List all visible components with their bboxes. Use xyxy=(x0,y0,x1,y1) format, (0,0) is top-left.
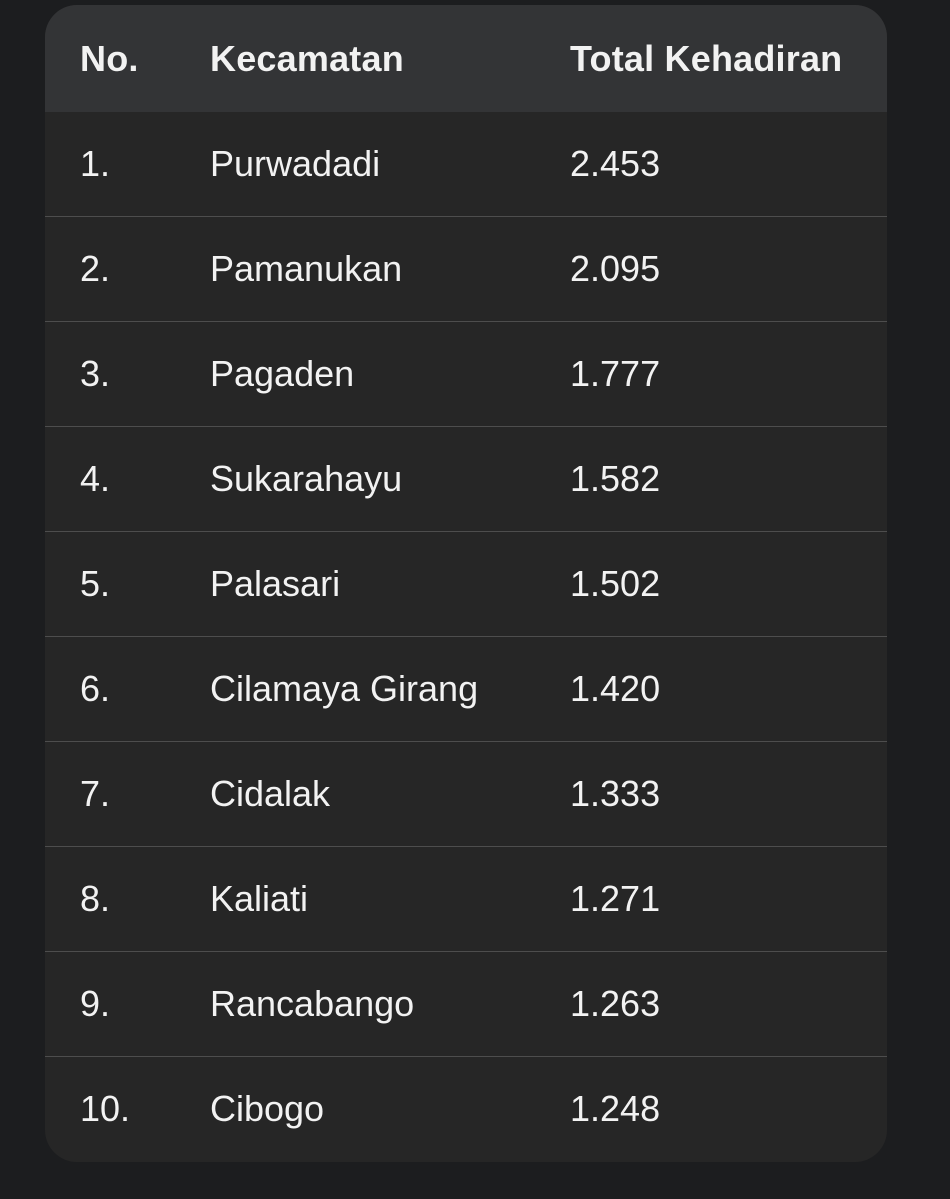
header-no: No. xyxy=(80,37,139,79)
cell-kecamatan: Pagaden xyxy=(210,353,355,394)
cell-total: 1.248 xyxy=(570,1088,661,1129)
cell-kecamatan: Sukarahayu xyxy=(210,458,403,499)
cell-no: 3. xyxy=(80,353,111,394)
cell-no: 6. xyxy=(80,668,111,709)
header-kecamatan: Kecamatan xyxy=(210,37,404,79)
table-row: 1. Purwadadi 2.453 xyxy=(45,112,887,216)
cell-no: 7. xyxy=(80,773,111,814)
cell-kecamatan: Pamanukan xyxy=(210,248,403,289)
cell-total: 1.502 xyxy=(570,563,661,604)
table-row: 6. Cilamaya Girang 1.420 xyxy=(45,636,887,741)
cell-kecamatan: Palasari xyxy=(210,563,341,604)
cell-no: 8. xyxy=(80,878,111,919)
cell-kecamatan: Cilamaya Girang xyxy=(210,668,479,709)
table-row: 10. Cibogo 1.248 xyxy=(45,1056,887,1161)
cell-kecamatan: Cidalak xyxy=(210,773,331,814)
table-header: No. Kecamatan Total Kehadiran xyxy=(45,5,887,112)
cell-total: 1.271 xyxy=(570,878,661,919)
cell-kecamatan: Cibogo xyxy=(210,1088,325,1129)
cell-kecamatan: Kaliati xyxy=(210,878,309,919)
cell-total: 2.453 xyxy=(570,143,661,184)
header-total-kehadiran: Total Kehadiran xyxy=(570,37,843,79)
cell-no: 2. xyxy=(80,248,111,289)
table-row: 9. Rancabango 1.263 xyxy=(45,951,887,1056)
cell-no: 10. xyxy=(80,1088,131,1129)
cell-kecamatan: Rancabango xyxy=(210,983,415,1024)
cell-total: 1.333 xyxy=(570,773,661,814)
table-row: 7. Cidalak 1.333 xyxy=(45,741,887,846)
cell-no: 1. xyxy=(80,143,111,184)
cell-no: 4. xyxy=(80,458,111,499)
cell-total: 1.777 xyxy=(570,353,661,394)
table-row: 8. Kaliati 1.271 xyxy=(45,846,887,951)
cell-no: 5. xyxy=(80,563,111,604)
cell-total: 1.420 xyxy=(570,668,661,709)
table-body: 1. Purwadadi 2.453 2. Pamanukan 2.095 3. Pagade… xyxy=(45,112,887,1161)
table-row: 3. Pagaden 1.777 xyxy=(45,321,887,426)
attendance-table: No. Kecamatan Total Kehadiran 1. Purwadad… xyxy=(45,5,887,1162)
cell-no: 9. xyxy=(80,983,111,1024)
table-row: 4. Sukarahayu 1.582 xyxy=(45,426,887,531)
cell-total: 1.582 xyxy=(570,458,661,499)
cell-total: 2.095 xyxy=(570,248,661,289)
table-row: 5. Palasari 1.502 xyxy=(45,531,887,636)
cell-kecamatan: Purwadadi xyxy=(210,143,381,184)
table-row: 2. Pamanukan 2.095 xyxy=(45,216,887,321)
cell-total: 1.263 xyxy=(570,983,661,1024)
